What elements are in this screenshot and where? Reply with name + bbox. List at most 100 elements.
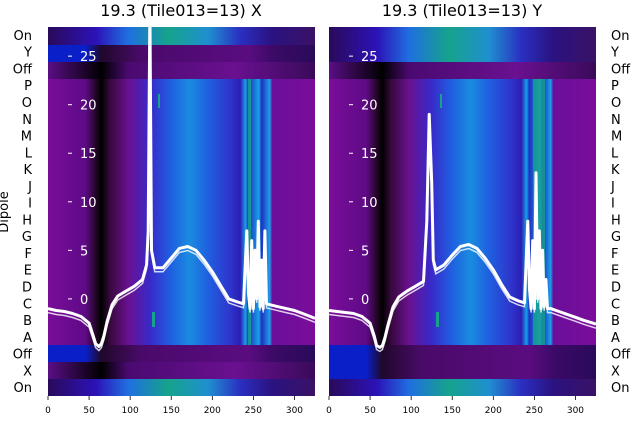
row-label: G [22,230,32,245]
row-label: On [611,29,629,44]
x-tick-label: 0 [45,406,51,416]
left-row-on-top [48,27,315,45]
row-label: P [24,79,32,94]
left-green-mark-2 [158,94,160,108]
row-label: M [21,130,32,145]
x-tick-label: 150 [163,406,180,416]
left-row-x [48,362,315,379]
x-tick-label: 100 [403,406,420,416]
row-label: B [611,314,620,329]
x-tick-label: 200 [485,406,502,416]
x-tick-label: 150 [444,406,461,416]
left-x-ticks: 0 50 100 150 200 250 300 [45,396,303,416]
inner-tick-label: 20 [80,99,97,114]
inner-tick-label: 15 [80,147,97,162]
row-label: C [23,297,32,312]
left-trace-line-secondary [48,27,315,352]
row-label: D [611,280,621,295]
x-tick-label: 300 [286,406,303,416]
row-label: M [611,130,622,145]
row-label: I [611,197,615,212]
row-label: L [25,146,33,161]
row-label: G [611,230,621,245]
row-label: I [28,197,32,212]
row-label: Off [13,348,33,363]
x-tick-label: 0 [326,406,332,416]
row-label: J [27,180,32,195]
row-label: Off [13,62,33,77]
inner-tick-label: 10 [361,196,378,211]
row-label: Y [23,46,32,61]
left-row-off-top [48,62,315,79]
x-tick-label: 300 [567,406,584,416]
right-green-mark-2 [440,94,442,108]
right-trace-line-secondary [329,118,596,353]
row-label: F [25,247,32,262]
x-tick-label: 50 [83,406,95,416]
inner-tick-label: 20 [361,99,378,114]
x-tick-label: 250 [526,406,543,416]
row-label: Off [611,62,631,77]
row-label: X [23,364,32,379]
row-label: On [14,29,32,44]
right-row-on-bottom [329,379,596,396]
row-label: A [23,331,32,346]
x-tick-label: 250 [245,406,262,416]
row-label: H [22,213,32,228]
left-title: 19.3 (Tile013=13) X [100,1,262,20]
right-row-off-top [329,62,596,79]
inner-tick-label: 5 [361,244,369,259]
row-label: B [23,314,32,329]
left-heatmap: 25 20 15 10 5 0 [48,27,315,396]
row-label: On [14,381,32,396]
row-label: C [611,297,620,312]
right-heatmap: 25 20 15 10 5 0 [329,27,596,396]
row-label: A [611,331,620,346]
inner-tick-label: 25 [361,50,378,65]
row-label: O [611,96,621,111]
row-label: N [611,113,621,128]
right-title: 19.3 (Tile013=13) Y [382,1,543,20]
inner-tick-label: 5 [80,244,88,259]
row-label: X [611,364,620,379]
inner-tick-label: 0 [361,293,369,308]
right-inner-ticks: 25 20 15 10 5 0 [349,50,378,308]
x-tick-label: 200 [204,406,221,416]
row-label: L [611,146,619,161]
row-label: Off [611,348,631,363]
row-label: K [23,163,32,178]
right-row-on-top [329,27,596,62]
inner-tick-label: 10 [80,196,97,211]
right-green-mark [436,312,439,327]
left-green-mark [152,312,155,327]
row-label: D [22,280,32,295]
row-label: N [22,113,32,128]
row-label: E [611,264,619,279]
left-heatmap-background [48,27,315,396]
left-row-on-bottom [48,379,315,396]
x-tick-label: 100 [122,406,139,416]
row-label: P [611,79,619,94]
row-label: J [610,180,615,195]
row-label: O [22,96,32,111]
left-row-off-bottom [48,345,315,362]
x-tick-label: 50 [364,406,376,416]
row-label: E [24,264,32,279]
row-label: Y [610,46,619,61]
right-x-ticks: 0 50 100 150 200 250 300 [326,396,584,416]
row-label: K [611,163,620,178]
left-ylabel: Dipole [0,191,12,232]
left-green-stripe [248,79,251,345]
left-row-y [48,45,315,62]
inner-tick-label: 15 [361,147,378,162]
row-label: F [611,247,618,262]
row-label: H [611,213,621,228]
right-row-off-bottom [329,345,596,379]
left-inner-ticks: 25 20 15 10 5 0 [68,50,97,308]
inner-tick-label: 0 [80,293,88,308]
row-label: On [611,381,629,396]
